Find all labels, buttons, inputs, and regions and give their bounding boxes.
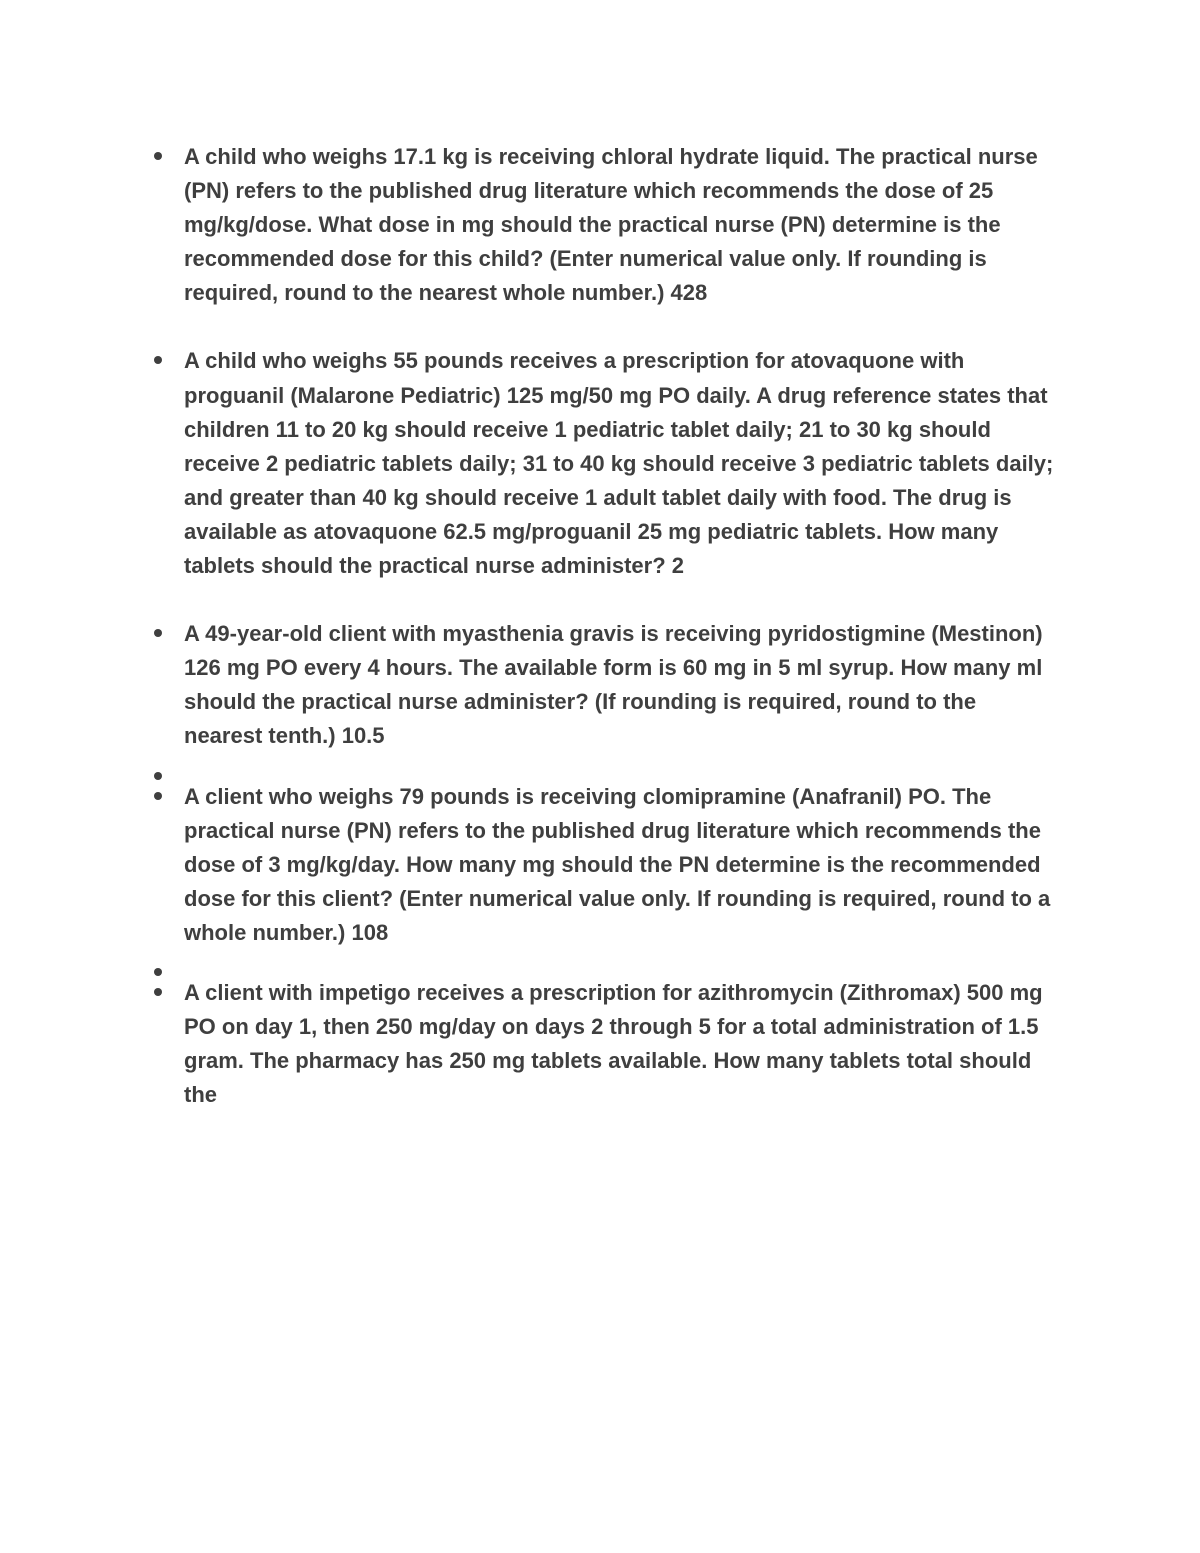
list-item-empty: [140, 760, 1060, 774]
answer-text: 2: [672, 553, 684, 578]
list-item: A client who weighs 79 pounds is receivi…: [140, 780, 1060, 950]
answer-text: 108: [351, 920, 388, 945]
document-page: A child who weighs 17.1 kg is receiving …: [0, 0, 1200, 1553]
question-text: A child who weighs 55 pounds receives a …: [184, 348, 1053, 578]
bullet-list: A child who weighs 17.1 kg is receiving …: [140, 140, 1060, 1112]
question-text: A 49-year-old client with myasthenia gra…: [184, 621, 1043, 748]
answer-text: 428: [671, 280, 708, 305]
question-text: A client with impetigo receives a prescr…: [184, 980, 1043, 1107]
list-item: A child who weighs 55 pounds receives a …: [140, 344, 1060, 583]
question-text: A child who weighs 17.1 kg is receiving …: [184, 144, 1038, 305]
list-item-empty: [140, 956, 1060, 970]
list-item: A 49-year-old client with myasthenia gra…: [140, 617, 1060, 753]
answer-text: 10.5: [342, 723, 385, 748]
list-item: A client with impetigo receives a prescr…: [140, 976, 1060, 1112]
question-text: A client who weighs 79 pounds is receivi…: [184, 784, 1050, 945]
list-item: A child who weighs 17.1 kg is receiving …: [140, 140, 1060, 310]
